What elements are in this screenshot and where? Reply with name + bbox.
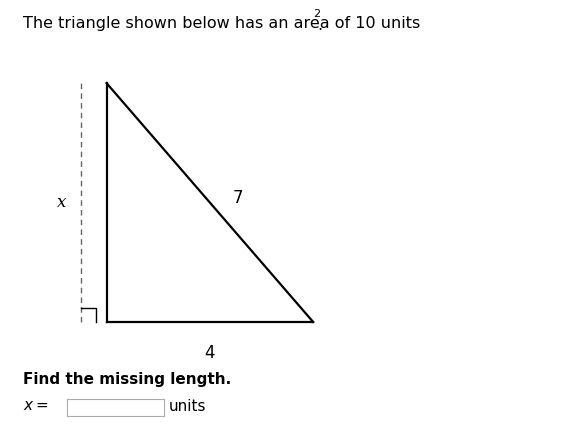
Text: Find the missing length.: Find the missing length. (23, 372, 232, 387)
Text: The triangle shown below has an area of 10 units: The triangle shown below has an area of … (23, 16, 421, 31)
Text: units: units (168, 399, 206, 414)
Text: 4: 4 (205, 344, 215, 362)
Text: $x =$: $x =$ (23, 399, 49, 413)
Text: 7: 7 (232, 189, 243, 207)
Text: x: x (57, 194, 66, 211)
Text: .: . (318, 18, 323, 33)
Text: 2: 2 (313, 9, 320, 19)
